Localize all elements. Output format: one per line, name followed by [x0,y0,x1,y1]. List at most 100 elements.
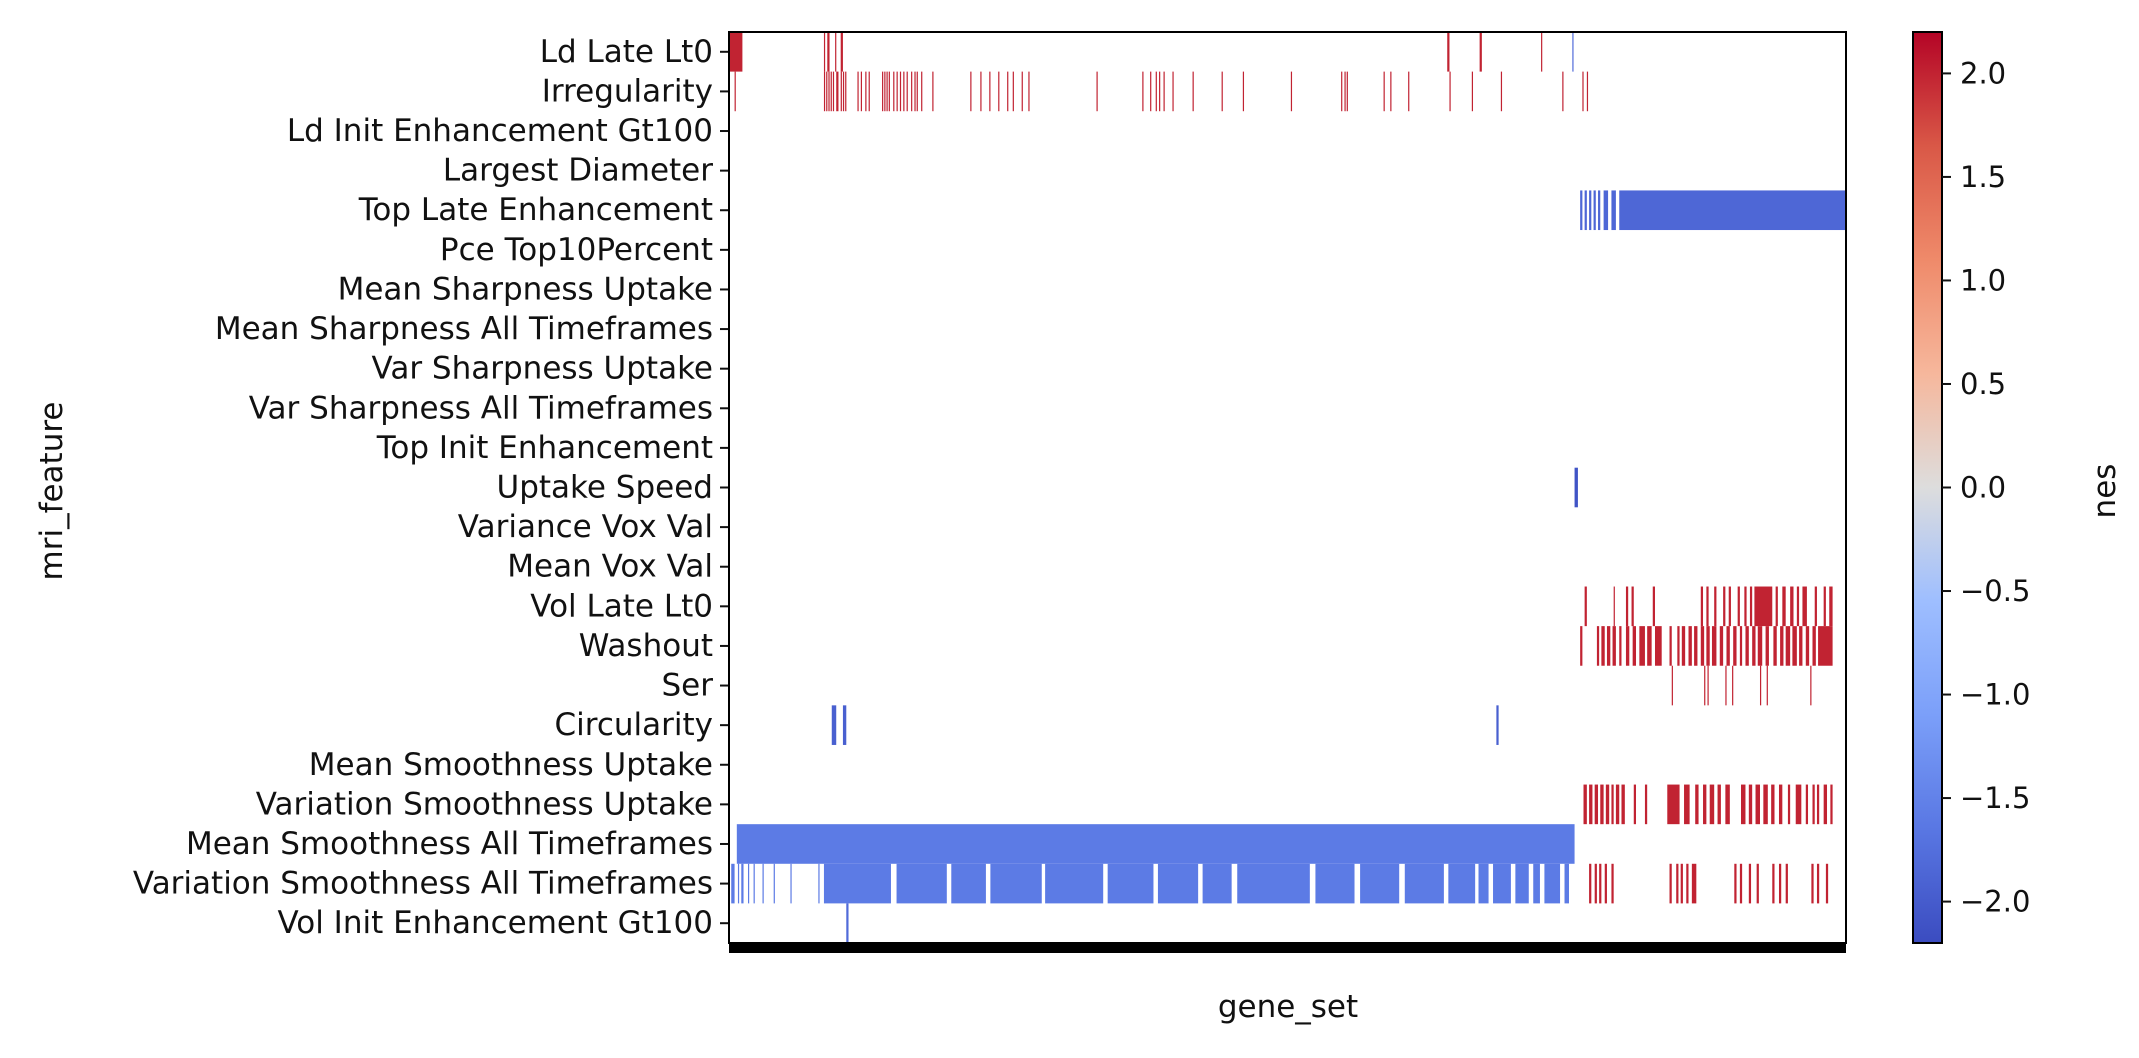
heatmap-cell [860,71,863,112]
heatmap-cell [1541,32,1543,72]
colorbar-tick-label: 1.5 [1960,160,2006,194]
heatmap-cell [1829,586,1833,627]
heatmap-cell [737,863,740,904]
heatmap-cell [1172,71,1174,112]
heatmap-cell [1754,586,1773,627]
heatmap-cell [1611,863,1614,904]
row-label: Washout [579,628,713,664]
heatmap-cell [1766,665,1768,706]
row-label: Variance Vox Val [458,509,713,545]
heatmap-cell [1737,586,1740,627]
heatmap-cell [1155,71,1157,112]
row-label: Mean Sharpness Uptake [338,271,713,307]
heatmap-cell [1748,784,1753,825]
heatmap-cell [747,863,750,904]
heatmap-cell [1825,863,1829,904]
heatmap-cell [1611,784,1614,825]
heatmap-cell [1615,784,1620,825]
row-label: Mean Smoothness All Timeframes [186,826,713,862]
heatmap-cell [1449,71,1451,112]
heatmap-cells [729,32,1846,943]
heatmap-cell [1782,586,1786,627]
heatmap-cell [845,71,847,112]
heatmap-cell [1163,71,1165,112]
heatmap-cell [826,71,828,112]
heatmap-cell [1725,784,1730,825]
heatmap-cell [846,903,849,943]
heatmap-cell [1589,190,1592,231]
colorbar-gradient [1912,31,1943,944]
heatmap-cell [1493,863,1511,904]
heatmap-cell [1478,863,1489,904]
heatmap-cell [1818,626,1833,666]
heatmap-cell [1810,665,1812,706]
heatmap-cell [1744,586,1747,627]
heatmap-cell [1012,71,1014,112]
heatmap-cell [1652,586,1655,627]
heatmap-cell [1739,626,1743,666]
heatmap-cell [1688,626,1692,666]
heatmap-cell [1799,626,1803,666]
heatmap-cell [1603,190,1609,231]
heatmap-cell [1625,586,1629,627]
heatmap-cell [831,705,837,745]
heatmap-cell [1582,71,1584,112]
x-axis-label: gene_set [1218,989,1358,1025]
heatmap-cell [1028,71,1030,112]
heatmap-cell [1717,784,1721,825]
heatmap-cell [1290,71,1293,112]
row-label: Mean Sharpness All Timeframes [215,311,713,347]
heatmap-cell [906,71,908,112]
row-label: Variation Smoothness All Timeframes [133,866,713,902]
heatmap-cell [1771,784,1775,825]
heatmap-cell [832,71,835,112]
heatmap-cell [1752,626,1756,666]
heatmap-cell [1778,863,1782,904]
colorbar-tick-label: 0.5 [1960,367,2006,401]
colorbar-label: nes [2087,464,2123,519]
row-label: Mean Smoothness Uptake [309,747,713,783]
heatmap-cell [1315,863,1355,904]
heatmap-cell [1045,863,1104,904]
heatmap-cell [1704,665,1706,706]
heatmap-cell [1594,863,1597,904]
heatmap-cell [835,32,837,72]
colorbar-tick-label: −1.5 [1960,781,2030,815]
heatmap-cell [1680,863,1683,904]
heatmap-cell [1515,863,1529,904]
heatmap-cell [1496,705,1499,745]
heatmap-cell [1732,665,1734,706]
heatmap-cell [1600,784,1604,825]
row-label: Irregularity [542,73,713,109]
heatmap-cell [1684,784,1690,825]
heatmap-cell [1805,626,1810,666]
heatmap-cell [1706,586,1709,627]
heatmap-cell [1647,626,1652,666]
heatmap-cell [1583,784,1587,825]
heatmap-cell [1598,190,1601,231]
heatmap-cell [868,71,870,112]
heatmap-cell [1564,863,1569,904]
heatmap-cell [836,71,839,112]
heatmap-cell [823,71,826,112]
heatmap-cell [1644,784,1648,825]
heatmap-cell [1586,71,1589,112]
heatmap-cell [1811,863,1814,904]
heatmap-cell [1242,71,1245,112]
heatmap-cell [998,71,1000,112]
heatmap-cell [893,71,895,112]
heatmap-cell [1621,784,1625,825]
heatmap-cell [1756,863,1759,904]
heatmap-cell [1390,71,1392,112]
row-label: Top Late Enhancement [358,192,713,228]
heatmap-cell [896,863,947,904]
heatmap-cell [1723,586,1726,627]
heatmap-cell [1619,626,1622,666]
heatmap-cell [899,71,902,112]
x-ticks [729,943,1846,953]
heatmap-cell [1748,863,1752,904]
colorbar-tick-label: −0.5 [1960,574,2030,608]
row-label: Ser [662,668,714,704]
